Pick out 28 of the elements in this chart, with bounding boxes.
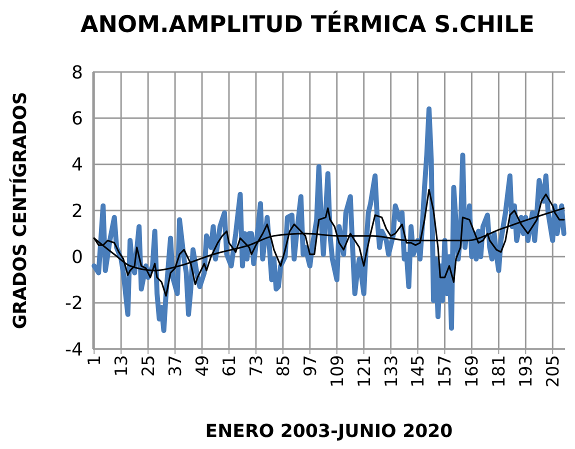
x-tick-label: 49 (192, 355, 213, 377)
x-tick-label: 205 (544, 355, 564, 388)
x-tick-label: 133 (382, 355, 402, 388)
x-tick-label: 109 (328, 355, 348, 388)
y-tick-label: -4 (65, 339, 83, 360)
x-tick-label: 157 (436, 355, 456, 388)
x-tick-label: 145 (408, 355, 429, 388)
x-tick-label: 193 (516, 355, 537, 388)
x-tick-label: 1 (85, 355, 106, 366)
y-tick-label: 4 (72, 154, 83, 176)
x-tick-label: 25 (139, 355, 160, 377)
x-tick-label: 85 (274, 355, 294, 377)
x-axis-title: ENERO 2003-JUNIO 2020 (205, 421, 453, 442)
y-tick-label: 6 (72, 108, 83, 130)
x-tick-label: 121 (354, 355, 375, 388)
x-tick-label: 61 (220, 355, 240, 377)
x-tick-label: 181 (490, 355, 510, 388)
y-tick-label: 0 (72, 246, 83, 268)
x-tick-label: 37 (166, 355, 186, 377)
x-tick-label: 169 (462, 355, 483, 388)
x-tick-label: 13 (112, 355, 132, 377)
x-tick-label: 97 (300, 355, 321, 377)
y-tick-label: 8 (72, 62, 83, 84)
x-tick-label: 73 (246, 355, 267, 377)
chart-title: ANOM.AMPLITUD TÉRMICA S.CHILE (80, 10, 535, 38)
y-tick-label: 2 (72, 200, 83, 222)
y-tick-label: -2 (65, 293, 83, 314)
y-axis-title: GRADOS CENTÍGRADOS (9, 92, 31, 330)
